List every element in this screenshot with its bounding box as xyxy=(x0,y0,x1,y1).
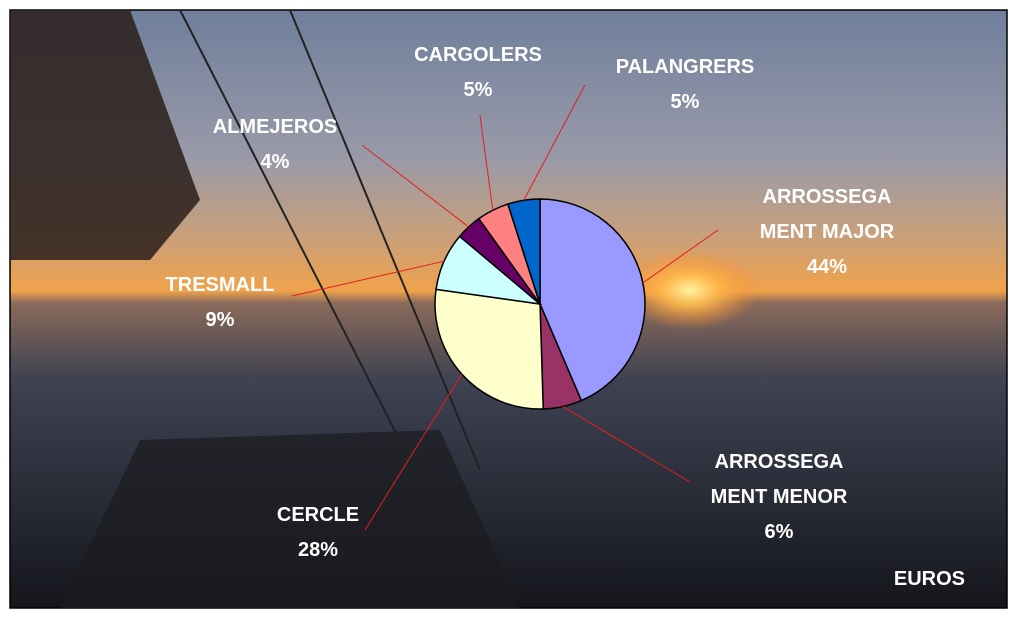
slice-label: PALANGRERS 5% xyxy=(616,50,755,120)
category-label: CARGOLERS xyxy=(414,44,542,66)
sail xyxy=(10,10,200,260)
slice-label: CARGOLERS 5% xyxy=(414,38,542,108)
leader-line xyxy=(642,229,719,284)
leader-line xyxy=(523,84,586,201)
slice-label: ALMEJEROS 4% xyxy=(213,110,337,180)
category-label: ARROSSEGA MENT MENOR xyxy=(710,451,848,508)
sun xyxy=(620,250,760,330)
value-label: 28% xyxy=(297,539,339,561)
boat xyxy=(60,430,520,608)
leader-line xyxy=(364,373,463,531)
value-label: 5% xyxy=(463,79,493,101)
slice-label: ARROSSEGA MENT MAJOR 44% xyxy=(760,180,894,285)
category-label: TRESMALL xyxy=(165,274,275,296)
rope xyxy=(289,9,481,471)
category-label: PALANGRERS xyxy=(615,56,755,78)
leader-line xyxy=(291,260,445,297)
value-label: 4% xyxy=(260,151,290,173)
pie xyxy=(434,198,646,410)
leader-line xyxy=(361,144,470,228)
category-label: ARROSSEGA MENT MAJOR xyxy=(759,186,895,243)
category-label: ALMEJEROS xyxy=(212,116,338,138)
value-label: 44% xyxy=(806,256,848,278)
slice-label: ARROSSEGA MENT MENOR 6% xyxy=(711,445,848,550)
pie-slice xyxy=(434,288,545,410)
slice-label: TRESMALL 9% xyxy=(166,268,275,338)
chart-title: EUROS xyxy=(893,568,965,590)
leader-line xyxy=(562,406,691,483)
category-label: CERCLE xyxy=(276,504,360,526)
rope xyxy=(179,9,421,481)
value-label: 5% xyxy=(670,91,700,113)
slice-label: CERCLE 28% xyxy=(277,498,359,568)
value-label: 9% xyxy=(205,309,235,331)
pie-slice xyxy=(506,198,541,305)
leader-line xyxy=(479,114,494,211)
value-label: 6% xyxy=(764,521,794,543)
